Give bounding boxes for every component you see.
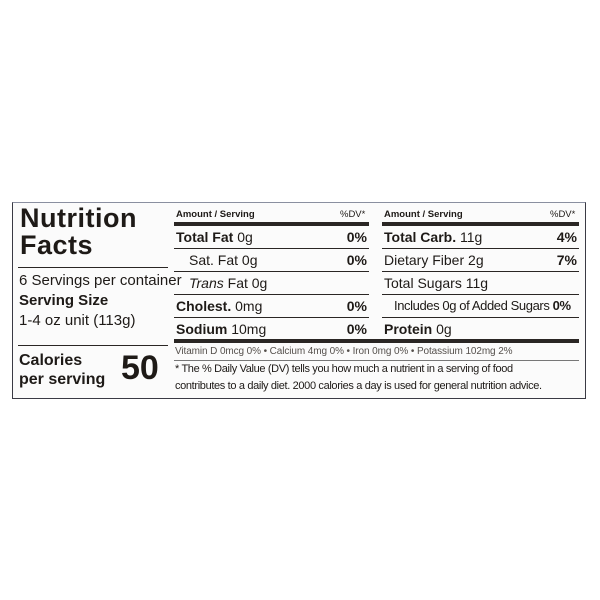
left-header-amount: Amount / Serving [176,209,255,220]
row-total-carb: Total Carb. 11g [384,229,483,245]
dv-total-fat: 0% [346,229,367,245]
row-total-fat: Total Fat 0g [176,229,253,245]
right-header-amount: Amount / Serving [384,209,463,220]
footnote-line2: contributes to a daily diet. 2000 calori… [175,380,542,392]
row-added-sugars: Includes 0g of Added Sugars 0% [394,298,571,313]
row-trans-fat: Trans Fat 0g [189,275,268,291]
left-header-dv: %DV* [340,209,366,220]
calories-label-line1: Calories [19,352,83,369]
dv-cholesterol: 0% [346,298,367,314]
row-dietary-fiber: Dietary Fiber 2g [384,252,484,268]
footnote-line1: * The % Daily Value (DV) tells you how m… [175,363,513,375]
dv-sat-fat: 0% [346,252,367,268]
right-header-dv: %DV* [550,209,576,220]
serving-size-value: 1-4 oz unit (113g) [19,312,136,329]
row-total-sugars: Total Sugars 11g [384,275,489,291]
title-line2: Facts [20,230,94,260]
nutrition-facts-label: Nutrition Facts 6 Servings per container… [12,202,586,399]
calories-label-line2: per serving [19,371,106,388]
dv-sodium: 0% [346,321,367,337]
dv-dietary-fiber: 7% [556,252,577,268]
servings-per-container: 6 Servings per container [19,272,182,289]
serving-size-label: Serving Size [19,292,109,309]
vitamins-minerals-line: Vitamin D 0mcg 0% • Calcium 4mg 0% • Iro… [175,346,513,357]
row-protein: Protein 0g [384,321,452,337]
title-line1: Nutrition [20,203,137,233]
calories-value: 50 [121,349,159,387]
row-sodium: Sodium 10mg [176,321,267,337]
row-sat-fat: Sat. Fat 0g [189,252,258,268]
row-cholesterol: Cholest. 0mg [176,298,263,314]
dv-total-carb: 4% [556,229,577,245]
